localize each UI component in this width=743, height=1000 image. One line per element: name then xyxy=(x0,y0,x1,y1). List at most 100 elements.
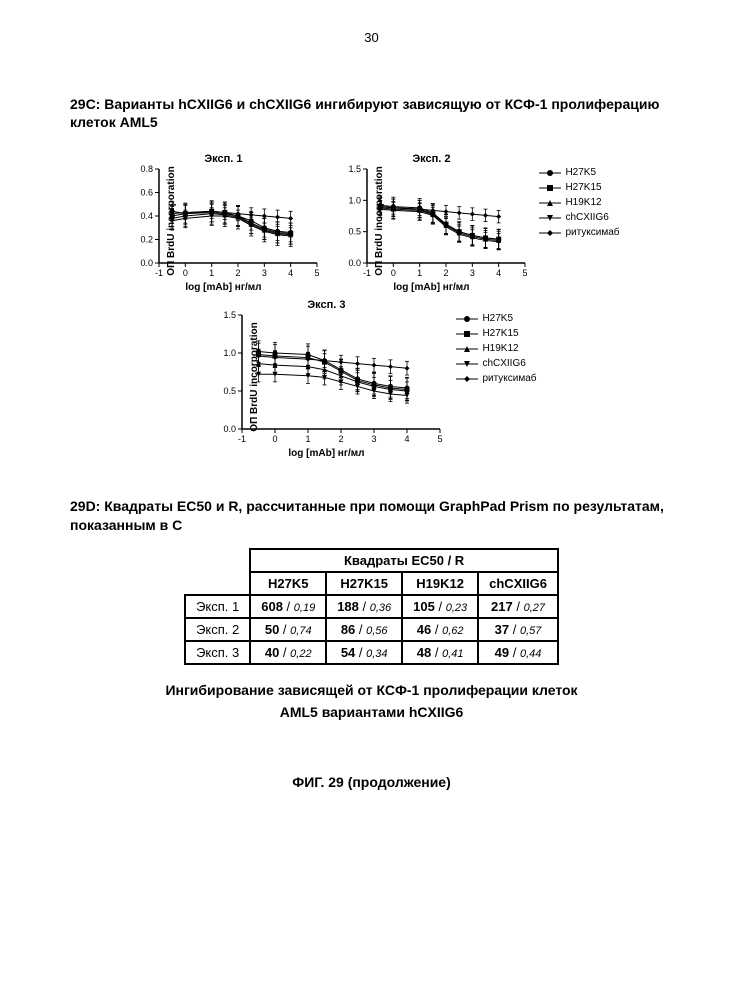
legend-label: ритуксимаб xyxy=(482,371,536,386)
legend-marker-icon xyxy=(539,228,561,238)
legend-item: chCXIIG6 xyxy=(456,356,536,371)
table-row: Эксп. 250 / 0,7486 / 0,5646 / 0,6237 / 0… xyxy=(185,618,558,641)
col-chcxiig6: chCXIIG6 xyxy=(478,572,558,595)
svg-text:2: 2 xyxy=(339,434,344,444)
legend-item: chCXIIG6 xyxy=(539,210,619,225)
legend-item: H27K15 xyxy=(456,326,536,341)
svg-text:1: 1 xyxy=(306,434,311,444)
table-row: Эксп. 1608 / 0,19188 / 0,36105 / 0,23217… xyxy=(185,595,558,618)
table-header-row: Квадраты EC50 / R xyxy=(185,549,558,572)
table-cell: 48 / 0,41 xyxy=(402,641,478,664)
table-cell: 50 / 0,74 xyxy=(250,618,326,641)
svg-text:0: 0 xyxy=(273,434,278,444)
legend-marker-icon xyxy=(456,314,478,324)
svg-text:-1: -1 xyxy=(238,434,246,444)
figure-label: ФИГ. 29 (продолжение) xyxy=(70,774,673,790)
chart-2-title: Эксп. 2 xyxy=(412,153,450,165)
legend-label: H27K5 xyxy=(565,165,596,180)
legend-marker-icon xyxy=(539,183,561,193)
table-cell: 608 / 0,19 xyxy=(250,595,326,618)
legend-item: H27K5 xyxy=(539,165,619,180)
section-d-title: 29D: Квадраты EC50 и R, рассчитанные при… xyxy=(70,497,673,533)
chart-legend-bottom: H27K5H27K15H19K12chCXIIG6ритуксимаб xyxy=(456,297,536,457)
chart-exp-2: -10123450.00.51.01.5 Эксп. 2 ОП BrdU inc… xyxy=(331,151,531,291)
svg-text:1.5: 1.5 xyxy=(224,310,237,320)
caption-line-2: AML5 вариантами hCXIIG6 xyxy=(280,704,464,720)
chart-2-xlabel: log [mAb] нг/мл xyxy=(393,282,469,293)
svg-text:5: 5 xyxy=(523,268,528,278)
svg-text:0.2: 0.2 xyxy=(141,235,154,245)
svg-text:4: 4 xyxy=(497,268,502,278)
chart-2-ylabel: ОП BrdU incorporation xyxy=(375,167,386,276)
chart-3-ylabel: ОП BrdU incorporation xyxy=(250,323,261,432)
legend-item: H19K12 xyxy=(456,341,536,356)
legend-label: ритуксимаб xyxy=(565,225,619,240)
svg-text:2: 2 xyxy=(236,268,241,278)
table-cell: 105 / 0,23 xyxy=(402,595,478,618)
table-cell: 54 / 0,34 xyxy=(326,641,402,664)
table-main-header: Квадраты EC50 / R xyxy=(250,549,558,572)
table-cell: 46 / 0,62 xyxy=(402,618,478,641)
page-number: 30 xyxy=(70,30,673,45)
svg-text:0.0: 0.0 xyxy=(224,424,237,434)
svg-text:0.8: 0.8 xyxy=(141,164,154,174)
caption-line-1: Ингибирование зависящей от КСФ-1 пролифе… xyxy=(165,682,577,698)
svg-text:5: 5 xyxy=(315,268,320,278)
legend-item: ритуксимаб xyxy=(456,371,536,386)
chart-1-title: Эксп. 1 xyxy=(204,153,242,165)
chart-exp-3: -10123450.00.51.01.5 Эксп. 3 ОП BrdU inc… xyxy=(206,297,446,457)
page: 30 29C: Варианты hCXIIG6 и chCXIIG6 инги… xyxy=(0,0,743,1000)
legend-item: ритуксимаб xyxy=(539,225,619,240)
svg-text:0: 0 xyxy=(183,268,188,278)
legend-label: chCXIIG6 xyxy=(565,210,608,225)
svg-text:0.5: 0.5 xyxy=(349,227,362,237)
chart-1-ylabel: ОП BrdU incorporation xyxy=(167,167,178,276)
legend-marker-icon xyxy=(456,359,478,369)
legend-marker-icon xyxy=(456,374,478,384)
legend-marker-icon xyxy=(539,168,561,178)
table-cell: 40 / 0,22 xyxy=(250,641,326,664)
svg-text:1.0: 1.0 xyxy=(349,196,362,206)
svg-text:0.4: 0.4 xyxy=(141,211,154,221)
charts-row-2: -10123450.00.51.01.5 Эксп. 3 ОП BrdU inc… xyxy=(70,297,673,457)
table-caption: Ингибирование зависящей от КСФ-1 пролифе… xyxy=(70,679,673,724)
row-label: Эксп. 1 xyxy=(185,595,250,618)
chart-legend-top: H27K5H27K15H19K12chCXIIG6ритуксимаб xyxy=(539,151,619,291)
legend-label: H27K15 xyxy=(565,180,601,195)
col-h27k15: H27K15 xyxy=(326,572,402,595)
ec50-table: Квадраты EC50 / R H27K5 H27K15 H19K12 ch… xyxy=(184,548,559,665)
legend-item: H19K12 xyxy=(539,195,619,210)
table-columns-row: H27K5 H27K15 H19K12 chCXIIG6 xyxy=(185,572,558,595)
svg-text:-1: -1 xyxy=(155,268,163,278)
legend-label: H27K15 xyxy=(482,326,518,341)
legend-marker-icon xyxy=(539,198,561,208)
legend-marker-icon xyxy=(539,213,561,223)
svg-text:-1: -1 xyxy=(363,268,371,278)
chart-3-xlabel: log [mAb] нг/мл xyxy=(288,448,364,459)
table-cell: 188 / 0,36 xyxy=(326,595,402,618)
table-cell: 86 / 0,56 xyxy=(326,618,402,641)
legend-item: H27K15 xyxy=(539,180,619,195)
legend-label: chCXIIG6 xyxy=(482,356,525,371)
svg-text:3: 3 xyxy=(262,268,267,278)
svg-text:2: 2 xyxy=(444,268,449,278)
svg-text:3: 3 xyxy=(470,268,475,278)
col-h19k12: H19K12 xyxy=(402,572,478,595)
svg-text:0.5: 0.5 xyxy=(224,386,237,396)
chart-exp-1: -10123450.00.20.40.60.8 Эксп. 1 ОП BrdU … xyxy=(123,151,323,291)
svg-text:0.0: 0.0 xyxy=(349,258,362,268)
table-row: Эксп. 340 / 0,2254 / 0,3448 / 0,4149 / 0… xyxy=(185,641,558,664)
svg-text:0: 0 xyxy=(391,268,396,278)
row-label: Эксп. 2 xyxy=(185,618,250,641)
svg-text:1.5: 1.5 xyxy=(349,164,362,174)
legend-marker-icon xyxy=(456,344,478,354)
table-cell: 217 / 0,27 xyxy=(478,595,558,618)
chart-3-title: Эксп. 3 xyxy=(307,299,345,311)
table-cell: 37 / 0,57 xyxy=(478,618,558,641)
table-cell: 49 / 0,44 xyxy=(478,641,558,664)
svg-text:4: 4 xyxy=(289,268,294,278)
svg-text:1.0: 1.0 xyxy=(224,348,237,358)
svg-text:3: 3 xyxy=(372,434,377,444)
svg-text:5: 5 xyxy=(438,434,443,444)
legend-marker-icon xyxy=(456,329,478,339)
